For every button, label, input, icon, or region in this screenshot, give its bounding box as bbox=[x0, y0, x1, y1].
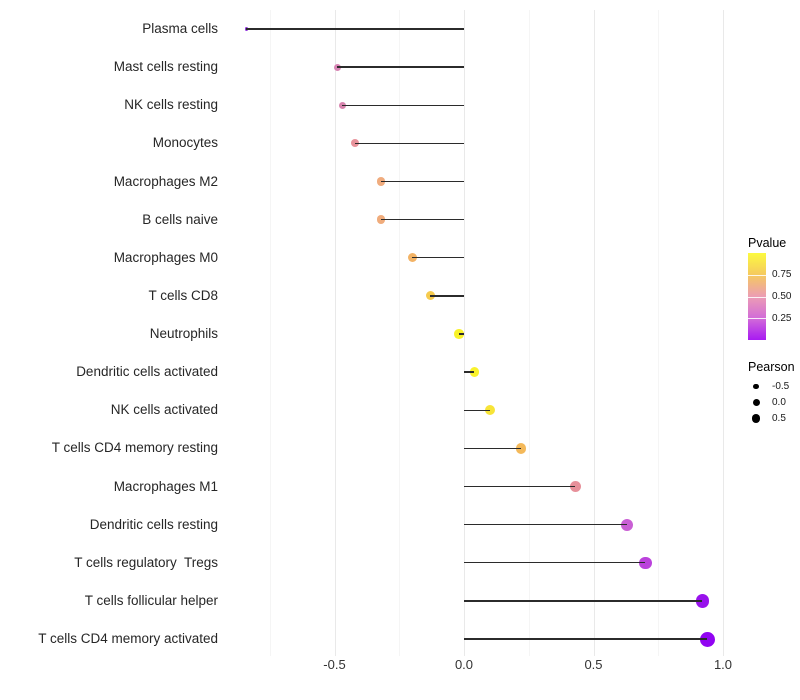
y-axis-label: NK cells resting bbox=[124, 97, 218, 113]
pvalue-gradient-tick bbox=[748, 296, 766, 298]
lollipop-stem bbox=[464, 371, 475, 373]
y-axis-label: T cells CD4 memory resting bbox=[51, 440, 218, 456]
lollipop-dot bbox=[621, 518, 634, 531]
y-axis-label: Monocytes bbox=[152, 135, 218, 151]
lollipop-dot bbox=[484, 405, 495, 416]
x-axis-tick-label: 0.0 bbox=[454, 657, 474, 672]
lollipop-dot bbox=[639, 556, 652, 569]
gridline-minor bbox=[399, 10, 401, 656]
lollipop-dot bbox=[569, 480, 582, 493]
pearson-legend-label: 0.0 bbox=[772, 397, 786, 408]
lollipop-stem bbox=[464, 523, 628, 526]
lollipop-dot bbox=[469, 367, 480, 377]
lollipop-dot bbox=[695, 594, 710, 608]
lollipop-dot bbox=[699, 631, 715, 647]
lollipop-stem bbox=[458, 333, 464, 335]
pvalue-legend-tick-label: 0.25 bbox=[772, 312, 792, 324]
pearson-legend-dot bbox=[752, 399, 760, 406]
y-axis-label: Macrophages M1 bbox=[113, 478, 218, 494]
y-axis-label: T cells regulatory Tregs bbox=[74, 554, 218, 570]
gridline-major bbox=[593, 10, 595, 656]
pearson-legend-label: 0.5 bbox=[772, 413, 786, 424]
lollipop-stem bbox=[464, 485, 576, 488]
pvalue-legend-tick-label: 0.75 bbox=[772, 269, 792, 281]
pearson-legend-dot bbox=[753, 383, 759, 390]
gridline-minor bbox=[528, 10, 530, 656]
lollipop-stem bbox=[464, 638, 708, 640]
gridline-major bbox=[334, 10, 336, 656]
pvalue-legend-title: Pvalue bbox=[748, 236, 787, 250]
gridline-major bbox=[464, 10, 465, 656]
lollipop-stem bbox=[464, 600, 703, 602]
pvalue-gradient-tick bbox=[748, 274, 766, 276]
pvalue-gradient-tick bbox=[748, 318, 766, 320]
y-axis-label: Macrophages M0 bbox=[113, 249, 218, 265]
y-axis-label: T cells CD4 memory activated bbox=[38, 631, 218, 646]
lollipop-stem bbox=[430, 295, 464, 297]
gridline-minor bbox=[658, 10, 660, 656]
lollipop-stem bbox=[381, 218, 464, 221]
y-axis-label: T cells CD8 bbox=[148, 287, 218, 303]
lollipop-stem bbox=[464, 447, 521, 450]
lollipop-stem bbox=[412, 257, 464, 259]
lollipop-stem bbox=[342, 104, 464, 106]
x-axis-tick-label: 0.5 bbox=[584, 657, 603, 672]
y-axis-label: Macrophages M2 bbox=[113, 173, 218, 189]
pearson-legend-dot bbox=[751, 414, 761, 423]
y-axis-label: Dendritic cells resting bbox=[89, 516, 218, 532]
lollipop-stem bbox=[464, 562, 646, 564]
lollipop-stem bbox=[246, 28, 464, 30]
y-axis-label: Plasma cells bbox=[142, 21, 218, 36]
y-axis-label: Mast cells resting bbox=[113, 59, 218, 75]
pearson-legend-label: -0.5 bbox=[772, 381, 790, 392]
x-axis-tick-label: 1.0 bbox=[713, 657, 733, 672]
y-axis-label: B cells naive bbox=[142, 211, 218, 227]
lollipop-stem bbox=[355, 142, 464, 145]
plot-panel bbox=[223, 10, 731, 656]
y-axis-label: NK cells activated bbox=[110, 402, 218, 418]
lollipop-dot bbox=[515, 443, 527, 454]
pvalue-legend-tick-label: 0.50 bbox=[772, 291, 792, 302]
lollipop-stem bbox=[337, 66, 464, 68]
pearson-legend-title: Pearson bbox=[748, 360, 795, 374]
y-axis-label: Neutrophils bbox=[149, 326, 218, 341]
lollipop-stem bbox=[381, 180, 464, 183]
y-axis-label: Dendritic cells activated bbox=[76, 364, 218, 380]
y-axis-label: T cells follicular helper bbox=[84, 592, 218, 608]
gridline-minor bbox=[269, 10, 271, 656]
lollipop-stem bbox=[464, 409, 490, 411]
gridline-major bbox=[723, 10, 724, 656]
x-axis-tick-label: -0.5 bbox=[323, 657, 346, 672]
